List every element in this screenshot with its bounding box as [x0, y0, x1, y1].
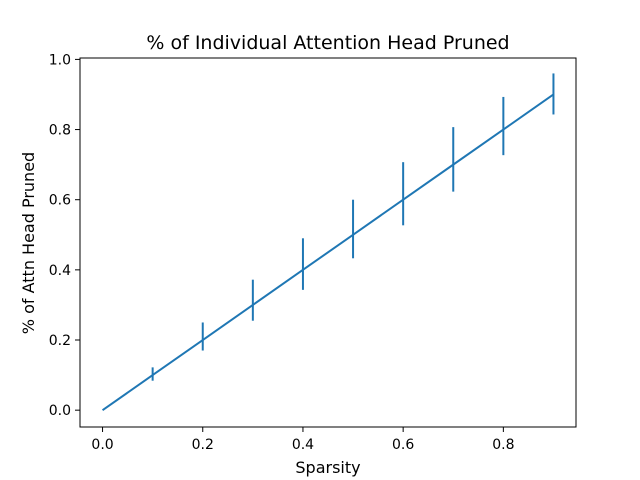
x-tick-label: 0.0 [91, 437, 113, 453]
y-tick-label: 0.2 [49, 333, 71, 349]
axes-layer: 0.0 0.2 0.4 0.6 0.8 0.0 0.2 0.4 0.6 0.8 1.0 [49, 52, 577, 453]
x-tick-label: 0.4 [292, 437, 314, 453]
y-tick-label: 0.6 [49, 193, 71, 209]
y-tick-label: 0.4 [49, 263, 71, 279]
y-tick-label: 1.0 [49, 52, 71, 68]
x-tick-label: 0.2 [192, 437, 214, 453]
series-line [101, 93, 555, 411]
x-axis-label: Sparsity [295, 458, 360, 477]
y-tick-label: 0.0 [49, 403, 71, 419]
y-tick-label: 0.8 [49, 123, 71, 139]
x-tick-label: 0.6 [392, 437, 414, 453]
chart-title: % of Individual Attention Head Pruned [146, 32, 509, 54]
y-axis-label: % of Attn Head Pruned [19, 152, 38, 334]
x-tick-label: 0.8 [492, 437, 514, 453]
series-layer [101, 73, 555, 411]
plot-frame [79, 57, 577, 428]
